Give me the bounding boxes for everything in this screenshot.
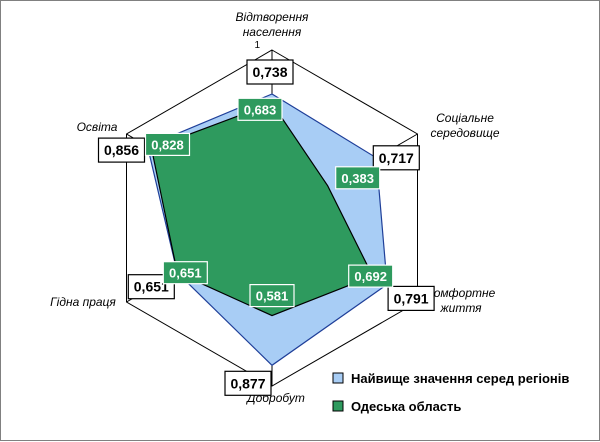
data-label-max: 0,856 <box>97 137 146 163</box>
svg-text:0,683: 0,683 <box>244 102 277 117</box>
legend-swatch <box>332 372 344 384</box>
legend-item: Найвище значення серед регіонів <box>332 371 569 386</box>
svg-text:0,581: 0,581 <box>256 289 289 304</box>
svg-text:0,791: 0,791 <box>394 290 429 306</box>
data-label-max: 0,877 <box>224 370 272 396</box>
data-label-odesa: 0,383 <box>335 166 381 190</box>
data-label-odesa: 0,683 <box>237 97 283 121</box>
axis-label: Відтворення населення <box>236 10 310 39</box>
axis-label: Гідна праця <box>50 295 116 309</box>
legend-item: Одеська область <box>332 399 461 414</box>
svg-text:0,651: 0,651 <box>134 279 169 295</box>
data-label-max: 0,738 <box>246 59 294 85</box>
tick-label: 1 <box>254 40 260 51</box>
axis-label: Комфортне життя <box>427 286 496 315</box>
data-label-max: 0,791 <box>387 285 435 311</box>
data-label-odesa: 0,581 <box>249 284 295 308</box>
data-label-odesa: 0,828 <box>144 132 191 156</box>
svg-text:0,651: 0,651 <box>169 266 202 281</box>
svg-text:0,877: 0,877 <box>230 375 265 391</box>
axis-label: Освіта <box>77 120 118 134</box>
legend-label: Найвище значення серед регіонів <box>351 371 569 386</box>
data-label-odesa: 0,651 <box>162 261 208 285</box>
svg-text:0,738: 0,738 <box>252 64 287 80</box>
svg-text:0,828: 0,828 <box>151 137 184 152</box>
svg-text:0,856: 0,856 <box>104 142 139 158</box>
data-label-max: 0,717 <box>372 145 420 171</box>
data-label-odesa: 0,692 <box>348 264 394 288</box>
legend-label: Одеська область <box>351 399 461 414</box>
svg-text:0,383: 0,383 <box>341 171 374 186</box>
axis-label: Соціальне середовище <box>430 111 499 140</box>
svg-text:0,717: 0,717 <box>379 150 414 166</box>
svg-text:0,692: 0,692 <box>354 269 387 284</box>
legend-swatch <box>332 400 344 412</box>
